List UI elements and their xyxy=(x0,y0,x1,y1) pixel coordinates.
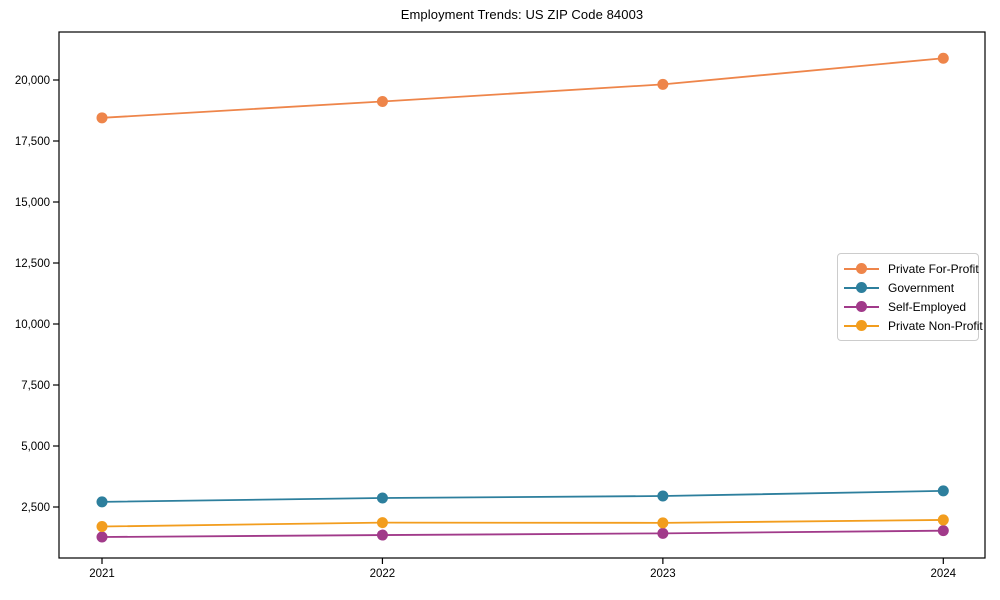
data-point-private-for-profit xyxy=(937,52,949,64)
data-point-government xyxy=(376,492,388,504)
series-line-self-employed xyxy=(101,529,944,538)
x-tick-label: 2022 xyxy=(370,568,396,580)
legend-line-marker-icon xyxy=(844,319,879,332)
legend-label: Private Non-Profit xyxy=(888,318,983,333)
data-point-private-for-profit xyxy=(657,78,669,90)
y-tick-label: 10,000 xyxy=(15,319,50,331)
series-line-private-for-profit xyxy=(101,57,944,119)
x-tick-label: 2021 xyxy=(89,568,115,580)
data-point-self-employed xyxy=(96,531,108,543)
data-point-private-non-profit xyxy=(657,517,669,529)
legend-item: Government xyxy=(844,278,970,297)
data-point-private-for-profit xyxy=(376,95,388,107)
x-tick-label: 2023 xyxy=(650,568,676,580)
legend-line-marker-icon xyxy=(844,281,879,294)
data-point-self-employed xyxy=(657,527,669,539)
series-line-government xyxy=(101,489,944,503)
x-tick-label: 2024 xyxy=(931,568,957,580)
legend-line-marker-icon xyxy=(844,300,879,313)
legend-label: Self-Employed xyxy=(888,299,967,314)
y-tick-label: 15,000 xyxy=(15,197,50,209)
y-tick-label: 12,500 xyxy=(15,258,50,270)
data-point-private-for-profit xyxy=(96,112,108,124)
legend-label: Government xyxy=(888,280,955,295)
data-point-self-employed xyxy=(376,529,388,541)
y-tick-label: 20,000 xyxy=(15,75,50,87)
y-tick-label: 2,500 xyxy=(21,502,50,514)
legend-item: Private For-Profit xyxy=(844,259,979,278)
y-tick-label: 17,500 xyxy=(15,136,50,148)
legend-line-marker-icon xyxy=(844,262,879,275)
legend-label: Private For-Profit xyxy=(888,261,979,276)
data-point-government xyxy=(96,496,108,508)
data-point-government xyxy=(937,485,949,497)
series-line-private-non-profit xyxy=(101,519,944,528)
data-point-private-non-profit xyxy=(96,521,108,533)
chart-title: Employment Trends: US ZIP Code 84003 xyxy=(400,7,644,22)
data-point-private-non-profit xyxy=(376,517,388,529)
data-point-government xyxy=(657,490,669,502)
legend-item: Private Non-Profit xyxy=(844,316,983,335)
data-point-self-employed xyxy=(937,525,949,537)
data-point-private-non-profit xyxy=(937,514,949,526)
chart-legend: Private For-Profit Government Self-Employe… xyxy=(837,253,983,341)
y-tick-label: 7,500 xyxy=(21,380,50,392)
plot-area xyxy=(58,31,986,559)
y-tick-label: 5,000 xyxy=(21,441,50,453)
legend-item: Self-Employed xyxy=(844,297,970,316)
